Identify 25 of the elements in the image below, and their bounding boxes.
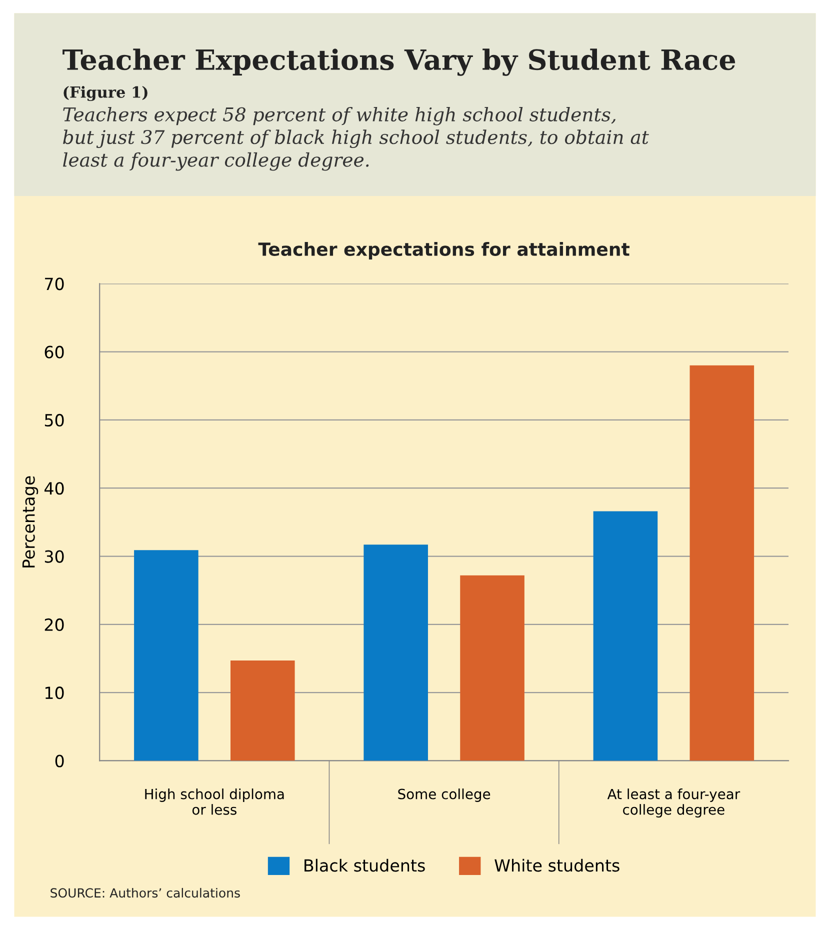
text: Teacher expectations for attainment <box>258 242 630 260</box>
chart-subtitle: (Figure 1) <box>64 86 148 102</box>
y-tick-label: 0 <box>55 754 64 768</box>
y-tick-label: 60 <box>44 346 64 358</box>
chart-title: Teacher Expectations Vary by Student Race <box>62 48 736 76</box>
bar <box>690 365 754 761</box>
y-tick-label: 10 <box>46 686 64 700</box>
bar <box>230 660 295 761</box>
y-tick-label: 70 <box>45 278 64 290</box>
y-tick-label: 50 <box>44 414 64 427</box>
bar <box>364 544 428 761</box>
y-tick-label: 20 <box>44 618 64 631</box>
text: Teachers expect 58 percent of white high school students, but just 37 percent of black high school students, to obtain at least a four-year college degree. <box>63 106 649 171</box>
bar <box>593 511 658 761</box>
source-note: SOURCE: Authors’ calculations <box>50 888 240 898</box>
bar <box>460 575 524 761</box>
legend-label: Black students <box>304 858 425 872</box>
bar <box>134 550 198 761</box>
x-tick-label: At least a four-year college degree <box>607 788 740 818</box>
y-tick-label: 30 <box>44 550 64 563</box>
legend-label: White students <box>494 858 620 872</box>
x-tick-label: Some college <box>398 788 490 802</box>
y-tick-label: 40 <box>44 482 64 495</box>
x-tick-label: High school diploma or less <box>145 788 284 815</box>
y-axis-title: Percentage <box>22 476 38 568</box>
